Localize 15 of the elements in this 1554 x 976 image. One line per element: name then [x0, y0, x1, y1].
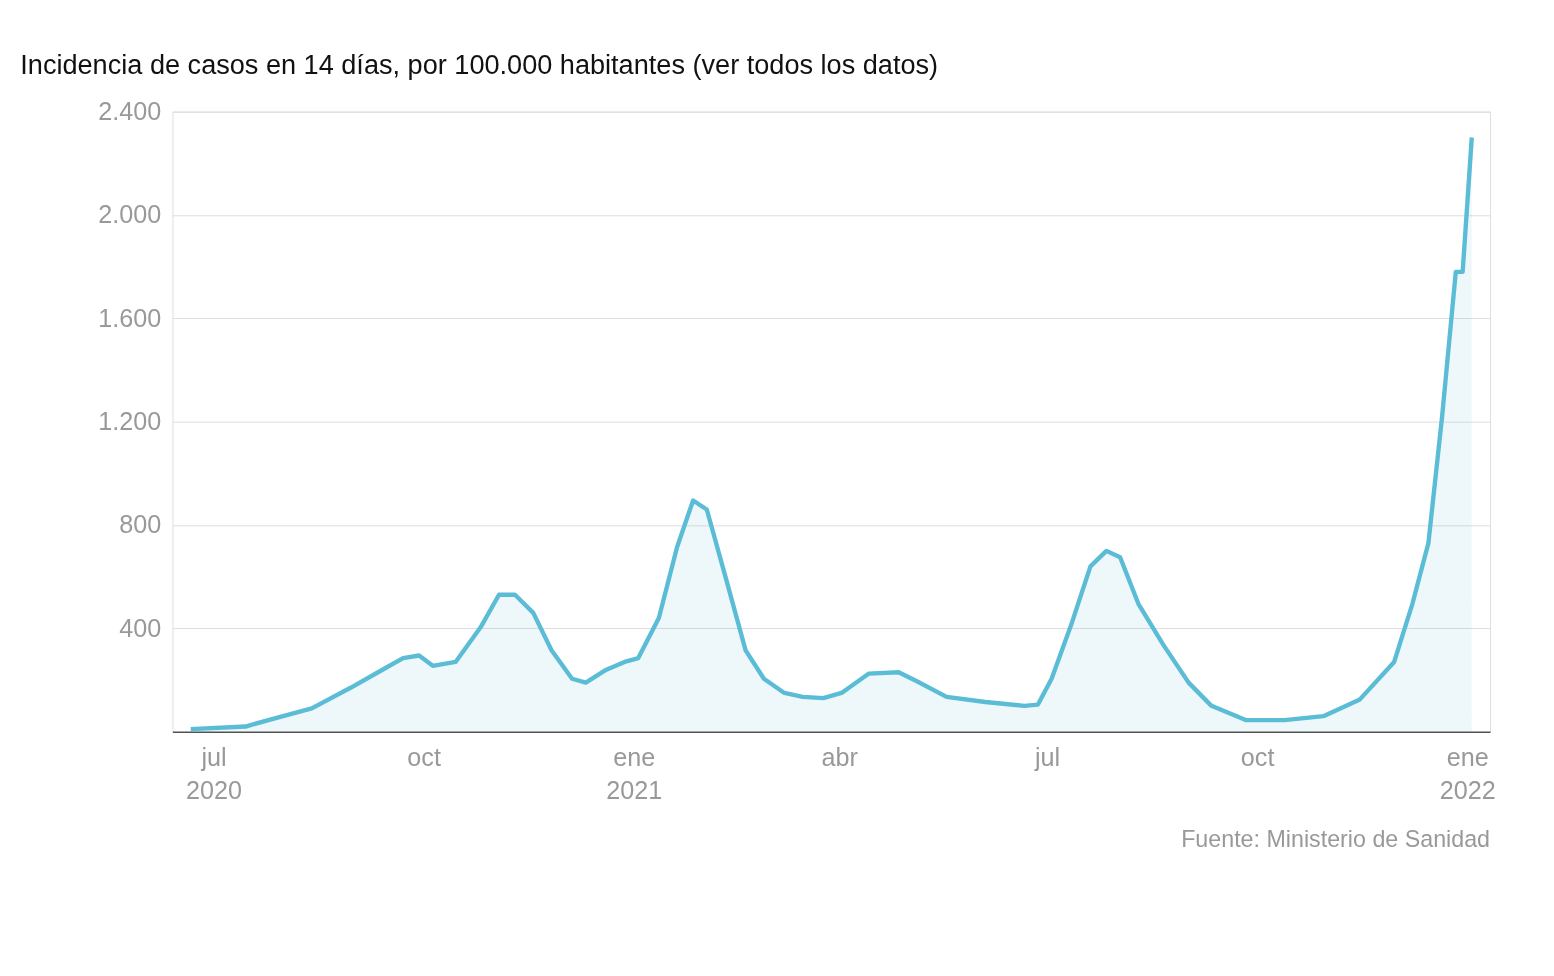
x-tick-label: abr [821, 743, 858, 772]
x-tick-label: jul 2020 [186, 743, 243, 805]
source-note: Fuente: Ministerio de Sanidad [1181, 825, 1491, 852]
x-tick-label: oct [407, 743, 441, 772]
y-tick-label: 1.200 [98, 406, 162, 435]
y-tick-label: 2.400 [98, 96, 162, 125]
x-tick-label: ene 2021 [606, 743, 663, 805]
y-tick-label: 1.600 [98, 303, 162, 332]
y-tick-label: 2.000 [98, 200, 162, 229]
chart-title: Incidencia de casos en 14 días, por 100.000 habitantes (ver todos los datos) [20, 48, 939, 80]
y-tick-label: 800 [119, 510, 162, 539]
x-tick-label: jul [1033, 743, 1061, 772]
x-tick-label: ene 2022 [1439, 743, 1496, 805]
y-tick-label: 400 [119, 613, 162, 642]
x-tick-label: oct [1240, 743, 1275, 772]
